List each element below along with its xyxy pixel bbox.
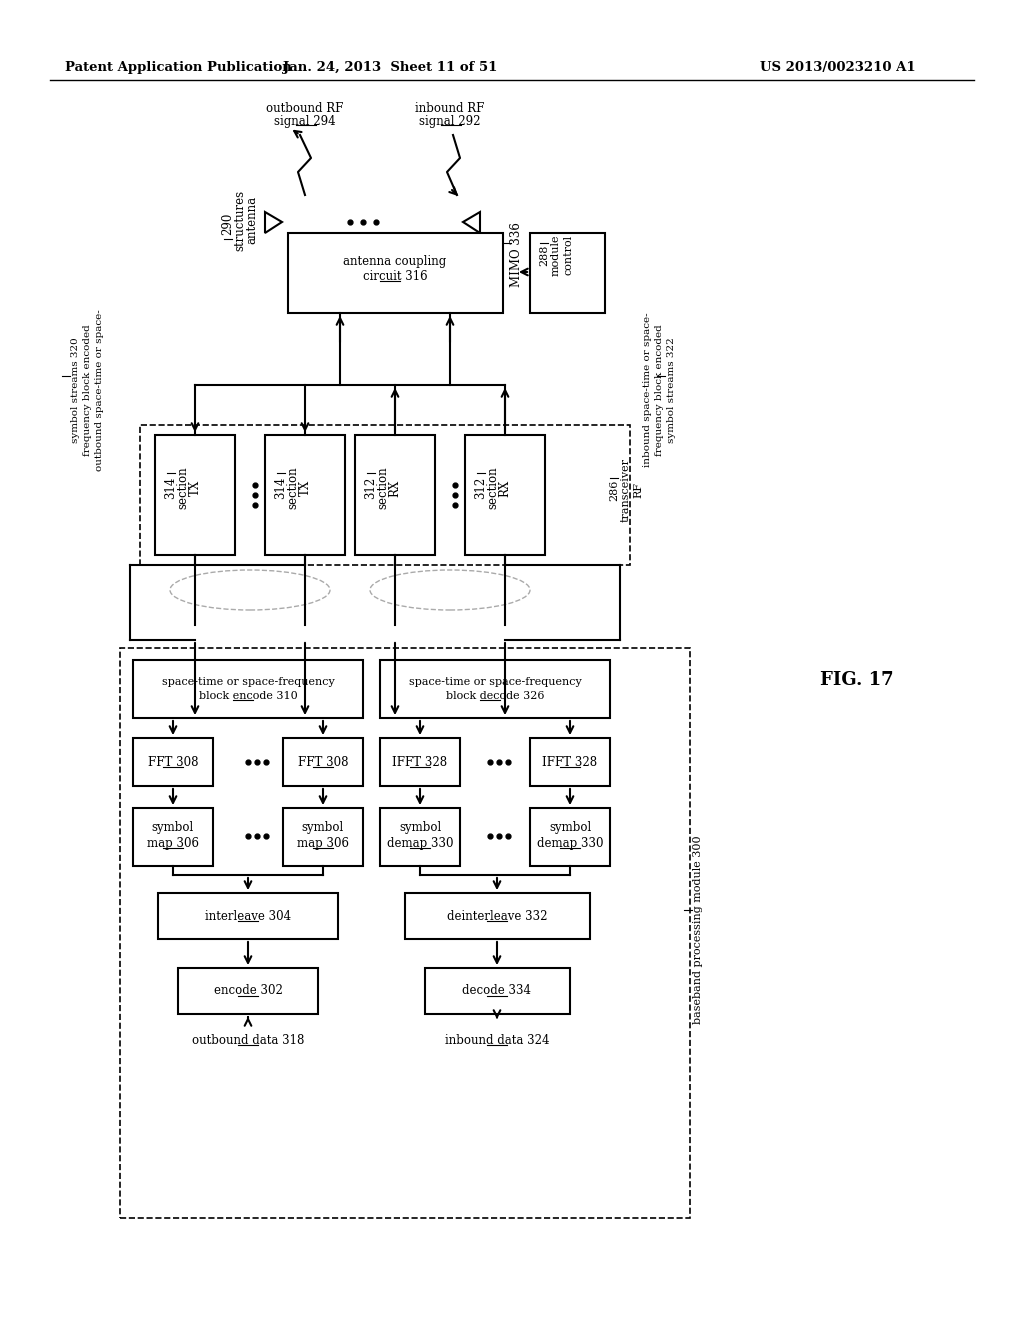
Bar	[283, 738, 362, 785]
Text: 286: 286	[609, 479, 618, 500]
Bar	[380, 660, 610, 718]
Text: 312: 312	[365, 477, 378, 499]
Bar	[465, 436, 545, 554]
Text: section: section	[486, 467, 500, 510]
Text: symbol streams 320: symbol streams 320	[72, 337, 81, 444]
Text: section: section	[377, 467, 389, 510]
Text: block encode 310: block encode 310	[199, 690, 297, 701]
Text: outbound data 318: outbound data 318	[191, 1034, 304, 1047]
Text: section: section	[176, 467, 189, 510]
Text: demap 330: demap 330	[387, 837, 454, 850]
Text: map 306: map 306	[147, 837, 199, 850]
Text: IFFT 328: IFFT 328	[543, 755, 598, 768]
Bar	[380, 808, 460, 866]
Text: structures: structures	[233, 190, 247, 251]
Text: symbol: symbol	[152, 821, 195, 834]
Text: encode 302: encode 302	[214, 985, 283, 998]
Text: 312: 312	[474, 477, 487, 499]
Text: frequency block encoded: frequency block encoded	[84, 325, 92, 455]
Bar	[158, 894, 338, 939]
Text: antenna coupling: antenna coupling	[343, 256, 446, 268]
Text: inbound RF: inbound RF	[416, 102, 484, 115]
Text: RX: RX	[388, 479, 401, 496]
Text: 290: 290	[221, 213, 234, 235]
Text: block decode 326: block decode 326	[445, 690, 544, 701]
Text: 314: 314	[274, 477, 288, 499]
Bar	[288, 234, 503, 313]
Text: map 306: map 306	[297, 837, 349, 850]
Text: FFT 308: FFT 308	[298, 755, 348, 768]
Text: signal 292: signal 292	[419, 115, 480, 128]
Bar	[178, 968, 318, 1014]
Text: MIMO 336: MIMO 336	[510, 223, 522, 288]
Text: inbound space-time or space-: inbound space-time or space-	[643, 313, 652, 467]
Bar	[530, 234, 605, 313]
Text: module: module	[551, 234, 561, 276]
Text: 288: 288	[539, 244, 549, 265]
Text: outbound space-time or space-: outbound space-time or space-	[95, 309, 104, 471]
Bar	[425, 968, 570, 1014]
Text: symbol: symbol	[302, 821, 344, 834]
Text: demap 330: demap 330	[537, 837, 603, 850]
Text: Jan. 24, 2013  Sheet 11 of 51: Jan. 24, 2013 Sheet 11 of 51	[283, 62, 498, 74]
Text: FIG. 17: FIG. 17	[820, 671, 894, 689]
Text: outbound RF: outbound RF	[266, 102, 344, 115]
Bar	[530, 808, 610, 866]
Text: control: control	[563, 235, 573, 275]
Bar	[120, 648, 690, 1218]
Text: RF: RF	[633, 482, 643, 498]
Text: symbol: symbol	[549, 821, 591, 834]
Text: inbound data 324: inbound data 324	[444, 1034, 549, 1047]
Text: space-time or space-frequency: space-time or space-frequency	[409, 677, 582, 686]
Bar	[406, 894, 590, 939]
Bar	[140, 425, 630, 565]
Text: space-time or space-frequency: space-time or space-frequency	[162, 677, 335, 686]
Text: IFFT 328: IFFT 328	[392, 755, 447, 768]
Text: US 2013/0023210 A1: US 2013/0023210 A1	[760, 62, 915, 74]
Text: baseband processing module 300: baseband processing module 300	[693, 836, 703, 1024]
Text: decode 334: decode 334	[463, 985, 531, 998]
Text: deinterleave 332: deinterleave 332	[446, 909, 547, 923]
Text: antenna: antenna	[246, 195, 258, 244]
Bar	[380, 738, 460, 785]
Bar	[530, 738, 610, 785]
Text: TX: TX	[188, 480, 202, 496]
Text: FFT 308: FFT 308	[147, 755, 199, 768]
Text: circuit 316: circuit 316	[362, 271, 427, 284]
Text: TX: TX	[299, 480, 311, 496]
Text: Patent Application Publication: Patent Application Publication	[65, 62, 292, 74]
Bar	[133, 808, 213, 866]
Bar	[265, 436, 345, 554]
Text: RX: RX	[499, 479, 512, 496]
Bar	[283, 808, 362, 866]
Text: interleave 304: interleave 304	[205, 909, 291, 923]
Text: frequency block encoded: frequency block encoded	[655, 325, 665, 455]
Text: section: section	[287, 467, 299, 510]
Text: symbol: symbol	[399, 821, 441, 834]
Text: signal 294: signal 294	[274, 115, 336, 128]
Bar	[355, 436, 435, 554]
Bar	[155, 436, 234, 554]
Bar	[133, 660, 362, 718]
Bar	[133, 738, 213, 785]
Text: symbol streams 322: symbol streams 322	[668, 337, 677, 444]
Text: transceiver: transceiver	[621, 458, 631, 521]
Text: 314: 314	[165, 477, 177, 499]
